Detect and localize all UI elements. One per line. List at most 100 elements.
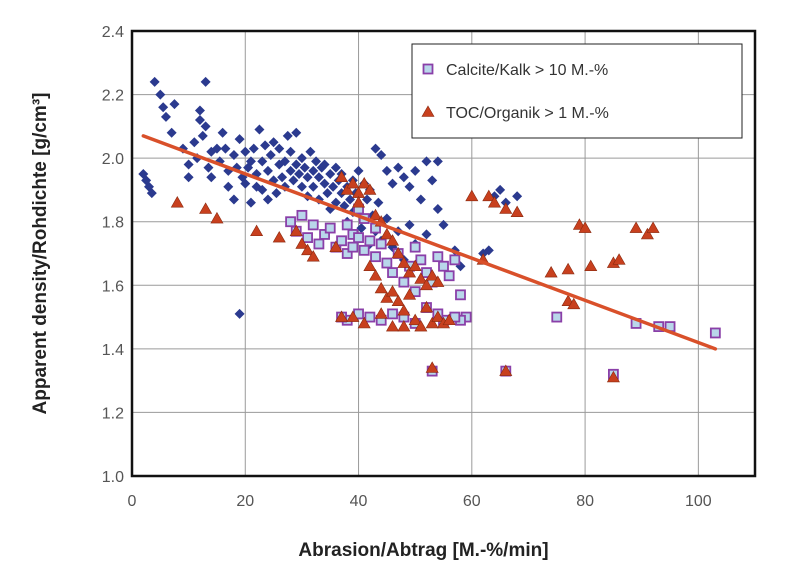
data-point: [306, 250, 320, 262]
data-point: [211, 143, 222, 154]
y-tick-label: 1.0: [102, 469, 124, 486]
data-point: [245, 156, 256, 167]
data-point: [340, 183, 354, 195]
data-point: [313, 172, 324, 183]
legend-label: TOC/Organik > 1 M.-%: [446, 105, 609, 122]
data-points: [138, 76, 721, 383]
data-point: [381, 165, 392, 176]
x-axis-ticks: 0 20 40 60 80 100: [128, 493, 712, 510]
data-point: [404, 219, 415, 230]
data-point: [228, 149, 239, 160]
data-point: [512, 191, 523, 202]
data-point: [356, 223, 367, 234]
data-point: [183, 172, 194, 183]
data-point: [370, 251, 381, 263]
data-point: [357, 316, 371, 329]
data-point: [288, 175, 299, 186]
data-point: [245, 197, 256, 208]
data-point: [487, 196, 501, 208]
data-point: [289, 224, 303, 237]
data-point: [254, 124, 265, 135]
data-point: [432, 156, 443, 167]
data-point: [386, 234, 400, 246]
data-point: [432, 204, 443, 214]
data-point: [272, 231, 286, 243]
data-point: [346, 176, 360, 189]
data-point: [709, 327, 721, 339]
data-point: [370, 143, 381, 154]
data-point: [308, 181, 319, 192]
data-point: [373, 197, 384, 208]
legend-box: [411, 43, 743, 139]
data-point: [194, 105, 205, 116]
data-point: [296, 181, 307, 192]
y-axis-title: Apparent density/Rohdichte [g/cm³]: [30, 93, 51, 415]
data-point: [200, 76, 211, 87]
data-point: [499, 202, 513, 214]
data-point: [414, 320, 428, 332]
legend-marker-triangle: [421, 105, 435, 117]
data-point: [369, 269, 383, 281]
data-point: [404, 181, 415, 192]
data-point: [408, 259, 422, 272]
data-point: [646, 221, 660, 233]
data-point: [391, 294, 405, 306]
data-point: [282, 130, 293, 141]
data-point: [386, 320, 400, 332]
data-point: [296, 209, 308, 221]
data-point: [363, 183, 377, 195]
data-point: [155, 89, 166, 100]
data-point: [432, 251, 444, 263]
data-point: [629, 221, 643, 233]
data-point: [369, 208, 383, 221]
data-point: [346, 310, 360, 322]
data-point: [279, 156, 290, 167]
data-point: [419, 278, 434, 291]
data-point: [561, 262, 575, 275]
series-triangle: [170, 170, 660, 383]
data-point: [206, 172, 217, 183]
data-point: [443, 270, 455, 282]
x-tick-label: 40: [350, 493, 368, 510]
data-point: [353, 232, 364, 244]
data-point: [324, 222, 336, 234]
data-point: [397, 256, 411, 268]
data-point: [319, 178, 330, 189]
data-point: [427, 175, 438, 186]
data-point: [322, 188, 333, 199]
data-point: [160, 111, 171, 122]
data-point: [374, 281, 388, 294]
x-tick-label: 60: [463, 493, 481, 510]
data-point: [482, 189, 496, 202]
data-point: [291, 159, 302, 170]
data-point: [311, 156, 322, 167]
y-axis-ticks: 1.0 1.2 1.4 1.6 1.8 2.0 2.2 2.4: [102, 24, 124, 486]
data-point: [510, 205, 524, 217]
data-point: [274, 143, 285, 154]
data-point: [341, 219, 353, 231]
data-point: [302, 172, 313, 183]
data-point: [442, 313, 456, 326]
legend: Calcite/Kalk > 10 M.-% TOC/Organik > 1 M.…: [411, 43, 743, 139]
data-point: [403, 265, 417, 278]
data-point: [640, 227, 654, 240]
data-point: [387, 267, 398, 278]
data-point: [234, 134, 245, 145]
legend-label: Calcite/Kalk > 10 M.-%: [446, 62, 608, 79]
data-point: [364, 235, 376, 247]
data-point: [308, 165, 319, 176]
data-point: [415, 194, 426, 205]
data-point: [544, 265, 558, 278]
data-point: [305, 146, 316, 157]
x-tick-label: 0: [128, 493, 137, 510]
data-point: [217, 127, 228, 138]
trend-line-group: [141, 134, 718, 351]
data-point: [357, 176, 371, 189]
data-point: [250, 224, 264, 237]
data-point: [302, 232, 313, 244]
data-point: [381, 257, 393, 269]
data-point: [380, 227, 394, 240]
data-point: [438, 219, 449, 230]
data-point: [260, 140, 271, 151]
